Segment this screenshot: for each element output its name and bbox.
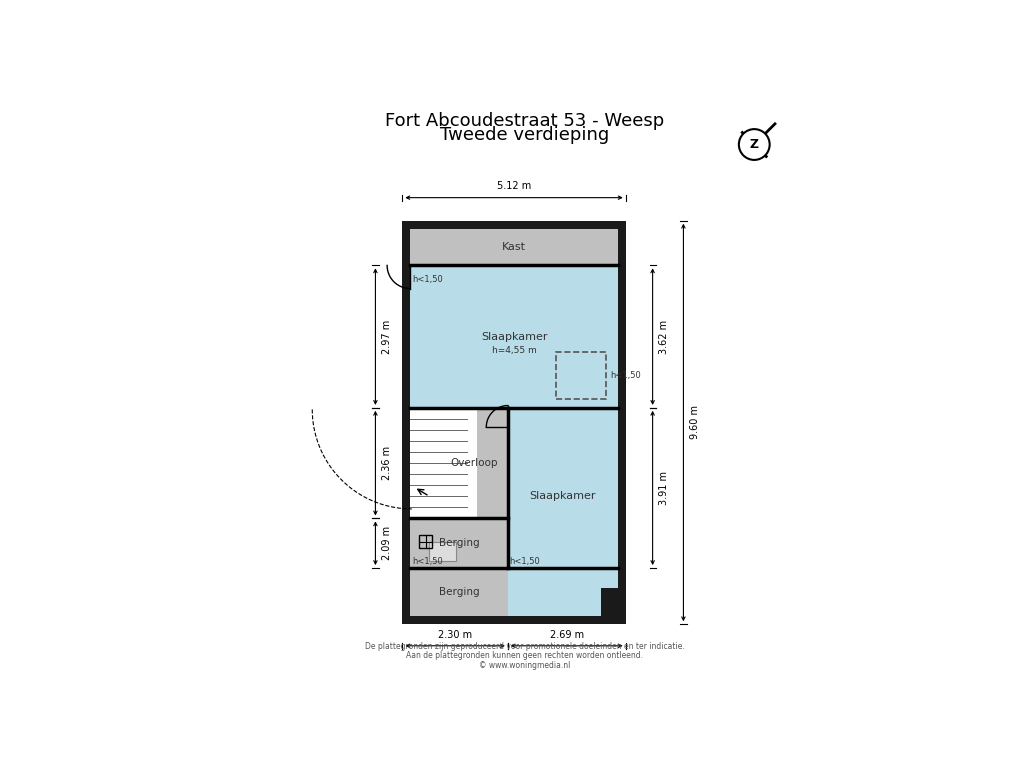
Text: 2.09 m: 2.09 m [382, 526, 391, 561]
Text: 3.91 m: 3.91 m [658, 471, 669, 505]
Bar [411, 568, 508, 617]
Text: h<1,50: h<1,50 [412, 275, 442, 284]
Text: 2.30 m: 2.30 m [438, 630, 472, 640]
Text: Slaapkamer: Slaapkamer [481, 332, 547, 342]
Bar [601, 588, 617, 617]
Bar [508, 408, 617, 568]
Bar [411, 229, 617, 266]
Bar [556, 353, 606, 399]
Text: h<1,50: h<1,50 [610, 371, 641, 380]
Text: Slaapkamer: Slaapkamer [529, 491, 596, 501]
Text: Berging: Berging [438, 538, 479, 548]
Text: 2.97 m: 2.97 m [382, 319, 391, 354]
Bar [420, 535, 432, 548]
Text: © www.woningmedia.nl: © www.woningmedia.nl [479, 660, 570, 670]
Text: Berging: Berging [438, 588, 479, 598]
Text: h<1,50: h<1,50 [509, 558, 541, 566]
Text: Tweede verdieping: Tweede verdieping [440, 126, 609, 144]
Bar [411, 408, 477, 518]
Bar [411, 408, 508, 568]
Text: De plattegronden zijn geproduceerd voor promotionele doeleinden en ter indicatie: De plattegronden zijn geproduceerd voor … [365, 642, 685, 651]
Text: 2.36 m: 2.36 m [382, 446, 391, 480]
Text: 3.62 m: 3.62 m [658, 319, 669, 354]
Bar [402, 220, 626, 624]
Bar [601, 568, 617, 588]
Text: Kast: Kast [502, 242, 526, 252]
Text: 2.69 m: 2.69 m [550, 630, 584, 640]
Circle shape [739, 129, 770, 160]
Text: h<1,50: h<1,50 [412, 558, 442, 566]
Text: 9.60 m: 9.60 m [689, 406, 699, 439]
Text: h=4,55 m: h=4,55 m [492, 346, 537, 356]
Bar [411, 266, 617, 408]
Text: Z: Z [750, 138, 759, 151]
Text: Fort Abcoudestraat 53 - Weesp: Fort Abcoudestraat 53 - Weesp [385, 112, 665, 131]
Bar [508, 568, 617, 617]
Text: 5.12 m: 5.12 m [497, 181, 531, 191]
Text: Overloop: Overloop [450, 458, 498, 468]
Text: Aan de plattegronden kunnen geen rechten worden ontleend.: Aan de plattegronden kunnen geen rechten… [407, 651, 643, 660]
Bar [429, 541, 457, 561]
